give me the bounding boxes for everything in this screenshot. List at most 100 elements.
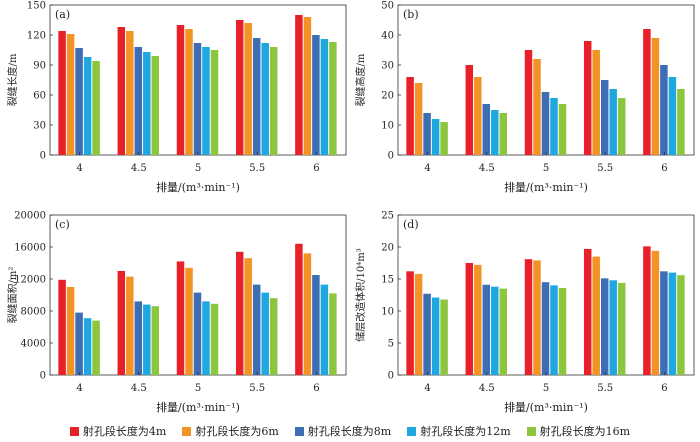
bar [440,299,448,375]
legend-label: 射孔段长度为8m [307,425,392,438]
y-tick-label: 120 [27,31,46,42]
y-axis-label: 裂缝高度/m [354,53,367,106]
legend-swatch [526,426,536,436]
bar [117,271,126,375]
x-tick-label: 5.5 [597,163,613,174]
bar [176,261,185,375]
bar [244,258,252,375]
bar [75,312,83,375]
legend-swatch [69,426,79,436]
bar [252,38,261,155]
bar [202,301,210,375]
x-tick-label: 6 [661,383,667,394]
bar [58,31,66,155]
x-tick-label: 5.5 [249,383,265,394]
bar [320,284,329,375]
x-tick-label: 5.5 [249,163,265,174]
x-tick-label: 4 [424,383,430,394]
legend-item: 射孔段长度为12m [407,423,511,439]
bar [524,259,533,375]
bar [609,89,617,155]
bar [482,104,491,155]
x-axis-label: 排量/(m³·min⁻¹) [504,180,588,194]
bar [303,17,312,155]
bar [252,284,261,375]
bar [210,303,219,375]
bar [431,297,440,375]
bar [651,250,660,375]
bar [617,282,626,375]
bar [151,56,160,155]
bar [193,43,202,155]
x-axis-label: 排量/(m³·min⁻¹) [504,400,588,414]
bar [668,272,677,375]
y-tick-label: 4000 [21,339,46,350]
bar [126,31,134,155]
bar [235,20,244,155]
bar [117,27,126,155]
bar [92,320,100,375]
bar [583,41,592,155]
panel-label: (d) [403,218,419,231]
bar [295,15,303,155]
bar [465,263,474,375]
bar [617,98,626,155]
legend-item: 射孔段长度为4m [69,423,166,439]
y-axis-label: 裂缝长度/m [6,53,19,106]
legend-swatch [407,426,417,436]
legend-item: 射孔段长度为16m [526,423,631,439]
bar [533,260,541,375]
bar [406,271,414,375]
x-tick-label: 4 [76,383,82,394]
bar [151,306,160,375]
bar [261,292,269,375]
x-tick-label: 4.5 [131,383,147,394]
bar [406,77,414,155]
bar [499,288,508,375]
bar [609,280,617,375]
legend-label: 射孔段长度为12m [420,425,511,438]
bar [66,34,75,155]
bar [193,292,202,375]
bar [677,275,685,375]
bar [558,287,567,375]
bar [202,47,210,155]
y-tick-label: 10 [381,121,394,132]
legend-label: 射孔段长度为16m [539,425,631,438]
bar [465,65,474,155]
y-tick-label: 0 [40,151,46,162]
bar [423,293,431,375]
bar [176,25,185,155]
bar [92,61,100,155]
y-tick-label: 30 [381,61,394,72]
bar [491,110,499,155]
bar [550,285,558,375]
panel-label: (a) [55,8,70,21]
bar [185,29,193,155]
legend-item: 射孔段长度为8m [294,423,392,439]
x-axis-label: 排量/(m³·min⁻¹) [156,180,240,194]
x-tick-label: 4 [76,163,82,174]
bar [423,113,431,155]
y-tick-label: 0 [40,371,46,382]
x-tick-label: 5.5 [597,383,613,394]
y-tick-label: 20 [381,243,394,254]
x-tick-label: 4.5 [131,163,147,174]
bar [303,253,312,375]
y-tick-label: 5 [388,339,394,350]
bar [134,47,143,155]
y-tick-label: 20000 [14,211,46,222]
y-axis-label: 裂缝面积/m² [6,267,19,324]
bar [58,279,66,375]
bar [600,80,609,155]
bar [558,104,567,155]
y-tick-label: 25 [381,211,394,222]
y-tick-label: 20 [381,91,394,102]
bar [474,77,482,155]
bar [134,301,143,375]
bar [244,23,252,155]
bar [414,83,423,155]
legend: 射孔段长度为4m 射孔段长度为6m 射孔段长度为8m 射孔段长度为12m 射孔段… [0,422,700,440]
x-tick-label: 4 [424,163,430,174]
bar [235,251,244,375]
